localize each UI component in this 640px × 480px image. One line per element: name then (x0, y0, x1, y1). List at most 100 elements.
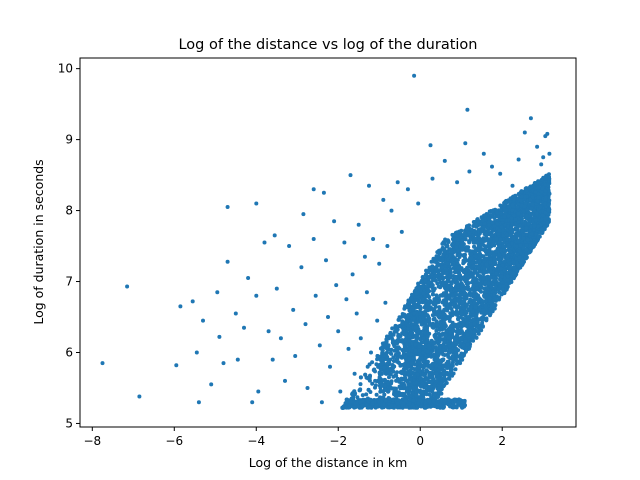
data-point (445, 261, 450, 266)
data-point (494, 271, 499, 276)
data-point (482, 269, 487, 274)
data-point (540, 231, 545, 235)
data-point (515, 268, 520, 273)
data-point (413, 342, 418, 347)
data-point (384, 339, 389, 344)
data-point (445, 371, 449, 376)
data-point (479, 289, 483, 294)
data-point (505, 237, 509, 242)
data-point (457, 288, 462, 293)
data-point (474, 240, 479, 245)
data-point (370, 360, 375, 365)
data-point (434, 273, 439, 278)
data-point (423, 309, 428, 314)
data-point (428, 322, 432, 327)
data-point (419, 280, 424, 285)
data-point (468, 288, 473, 292)
data-point (480, 324, 485, 329)
data-point (433, 259, 438, 264)
data-point (514, 244, 519, 249)
data-point (484, 318, 489, 323)
data-point (413, 335, 418, 339)
data-point (392, 364, 397, 369)
data-point (432, 301, 437, 306)
data-point (516, 216, 521, 221)
data-point (519, 219, 524, 224)
data-point (480, 320, 485, 325)
data-point (450, 242, 455, 247)
data-point (450, 361, 455, 366)
data-point (459, 228, 464, 233)
data-point (482, 290, 487, 295)
data-point (439, 332, 444, 337)
data-point (475, 320, 480, 325)
data-point (528, 211, 533, 216)
data-point (502, 214, 507, 219)
data-point (492, 224, 497, 228)
data-point (434, 293, 439, 298)
data-point (547, 191, 552, 196)
data-point (436, 332, 441, 336)
data-point (471, 338, 476, 343)
data-point (448, 369, 453, 374)
data-point (444, 329, 449, 333)
data-point (413, 303, 418, 308)
data-point (422, 344, 427, 349)
data-point (439, 391, 444, 396)
data-point (419, 356, 424, 361)
data-point (476, 317, 481, 322)
data-point (430, 306, 435, 311)
data-point (452, 265, 457, 270)
data-point (456, 298, 461, 303)
data-point (477, 252, 482, 257)
data-point (426, 270, 431, 275)
data-point (473, 304, 478, 309)
data-point (407, 357, 412, 362)
data-point (436, 314, 441, 319)
data-point (418, 300, 423, 304)
data-point (398, 354, 403, 359)
data-point (429, 338, 434, 343)
data-point (460, 247, 465, 252)
data-point (380, 348, 385, 353)
data-point (414, 393, 419, 398)
data-point (383, 387, 388, 392)
data-point (476, 329, 481, 334)
data-point (413, 362, 418, 367)
data-point (494, 237, 499, 241)
data-point (529, 206, 534, 211)
data-point (415, 372, 420, 377)
data-point (479, 228, 484, 233)
data-point (432, 383, 437, 388)
data-point (434, 336, 439, 341)
data-point (472, 293, 477, 298)
data-point (461, 253, 466, 258)
data-point (460, 300, 465, 305)
data-point (373, 383, 378, 388)
data-point (434, 267, 439, 272)
data-point (497, 297, 501, 302)
data-point (402, 329, 406, 334)
data-point (417, 348, 422, 353)
data-point (390, 340, 395, 345)
data-point (471, 224, 476, 228)
data-point (457, 253, 462, 258)
data-point (440, 241, 445, 246)
data-point (458, 361, 463, 366)
data-point (515, 252, 520, 257)
data-point (409, 377, 413, 382)
data-point (473, 254, 478, 259)
data-point (515, 227, 520, 231)
data-point (454, 312, 459, 317)
data-point (453, 292, 458, 296)
data-point (459, 353, 464, 358)
data-point (455, 241, 460, 246)
data-point (472, 244, 477, 249)
data-point (422, 325, 427, 330)
data-point (546, 208, 551, 213)
data-point (440, 245, 445, 250)
data-point (473, 236, 478, 241)
data-point (449, 298, 454, 303)
data-point (487, 296, 492, 301)
data-point (429, 269, 434, 273)
